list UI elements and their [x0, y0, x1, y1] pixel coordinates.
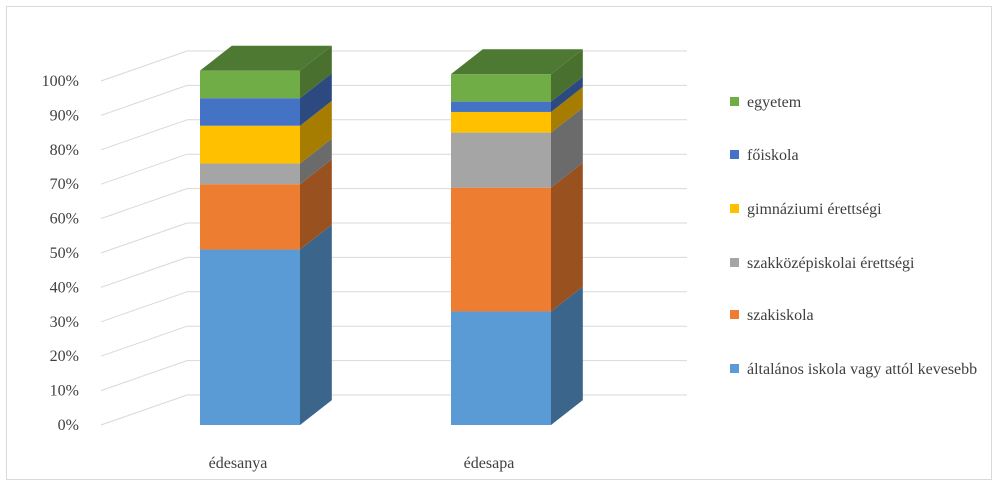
bar-segment-side — [300, 73, 332, 126]
bar-segment — [200, 249, 300, 425]
y-tick-label: 90% — [50, 107, 79, 124]
legend-swatch — [730, 97, 739, 106]
bar-segment — [451, 101, 551, 112]
bar-segment-side — [551, 162, 583, 312]
y-tick-label: 100% — [42, 73, 79, 90]
bar-segment — [451, 311, 551, 425]
y-tick-label: 60% — [50, 211, 79, 228]
gridline-side — [100, 256, 188, 288]
legend-item: egyetem — [730, 92, 987, 113]
bar-segment — [200, 125, 300, 164]
gridline-side — [100, 119, 188, 151]
bar-segment — [451, 132, 551, 188]
bar-segment-side — [551, 107, 583, 188]
bar-segment — [451, 111, 551, 133]
bar-segment-side — [300, 100, 332, 164]
bar-segment-side — [551, 76, 583, 112]
legend-swatch — [730, 364, 739, 373]
y-tick-label: 20% — [50, 348, 79, 365]
stacked-bar-chart: 0% 10% 20% 30% 40% 50% 60% 70% 80% 90% 100% édesany… — [42, 45, 687, 472]
legend-item: szakközépiskolai érettségi — [730, 253, 987, 274]
bar-top — [451, 49, 583, 75]
bar-segment — [451, 74, 551, 102]
bar-segment — [200, 70, 300, 99]
gridline-side — [100, 394, 188, 426]
legend-label: szakiskola — [747, 307, 814, 324]
legend-item: szakiskola — [730, 305, 987, 326]
legend-label: gimnáziumi érettségi — [747, 201, 882, 218]
gridline-side — [100, 222, 188, 254]
bar-segment-side — [300, 45, 332, 99]
bar-segment — [200, 184, 300, 250]
legend-swatch — [730, 150, 739, 159]
bar-segment-side — [551, 286, 583, 425]
bar-segment — [200, 163, 300, 185]
y-tick-label: 10% — [50, 383, 79, 400]
category-label: édesanya — [209, 455, 268, 472]
y-tick-label: 50% — [50, 245, 79, 262]
legend-label: szakközépiskolai érettségi — [747, 255, 915, 272]
y-tick-label: 0% — [58, 417, 79, 434]
y-tick-label: 40% — [50, 279, 79, 296]
legend-item: gimnáziumi érettségi — [730, 199, 987, 220]
bar-segment-side — [551, 49, 583, 102]
gridline-side — [100, 50, 188, 82]
y-tick-label: 30% — [50, 314, 79, 331]
legend-label: főiskola — [747, 147, 799, 164]
bar-segment-side — [300, 138, 332, 185]
bar-segment-side — [551, 87, 583, 133]
bar-segment-side — [300, 224, 332, 425]
legend-label: általános iskola vagy attól kevesebb — [747, 361, 978, 378]
category-label: édesapa — [464, 455, 515, 472]
y-tick-label: 80% — [50, 142, 79, 159]
legend-label: egyetem — [747, 94, 802, 111]
gridline-side — [100, 360, 188, 392]
legend-swatch — [730, 258, 739, 267]
bar-segment-side — [300, 159, 332, 250]
legend-item: főiskola — [730, 145, 987, 166]
gridline-side — [100, 325, 188, 357]
gridline-side — [100, 291, 188, 323]
gridline-side — [100, 153, 188, 185]
bar-segment — [451, 187, 551, 312]
bar-segment — [200, 98, 300, 126]
gridline-side — [100, 188, 188, 220]
y-tick-label: 70% — [50, 176, 79, 193]
gridline-side — [100, 84, 188, 116]
legend-swatch — [730, 310, 739, 319]
legend-item: általános iskola vagy attól kevesebb — [730, 359, 987, 380]
bar-top — [200, 45, 332, 71]
legend-swatch — [730, 204, 739, 213]
chart-frame: 0% 10% 20% 30% 40% 50% 60% 70% 80% 90% 100% édesany… — [6, 6, 992, 480]
